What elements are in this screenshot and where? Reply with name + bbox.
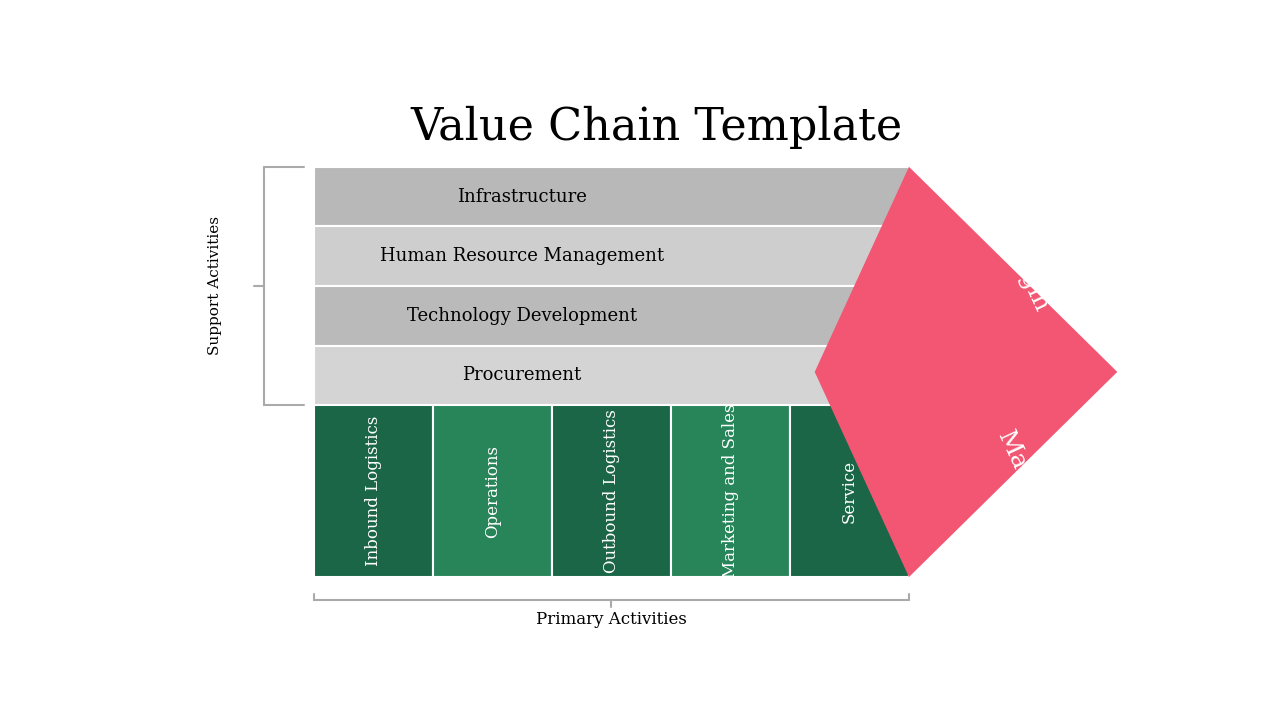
Bar bbox=[314, 405, 433, 577]
Text: Primary Activities: Primary Activities bbox=[536, 611, 687, 629]
Text: Margin: Margin bbox=[993, 222, 1053, 316]
Text: Inbound Logistics: Inbound Logistics bbox=[365, 416, 381, 567]
Text: Margin: Margin bbox=[993, 428, 1053, 521]
Bar bbox=[790, 405, 909, 577]
Bar bbox=[671, 405, 790, 577]
Bar bbox=[314, 286, 909, 346]
Text: Service: Service bbox=[841, 459, 858, 523]
Text: Operations: Operations bbox=[484, 445, 500, 538]
Text: Infrastructure: Infrastructure bbox=[457, 188, 586, 206]
Bar bbox=[433, 405, 552, 577]
Text: Procurement: Procurement bbox=[462, 366, 581, 384]
Polygon shape bbox=[815, 167, 1117, 577]
Text: Value Chain Template: Value Chain Template bbox=[410, 106, 902, 149]
Text: Technology Development: Technology Development bbox=[407, 307, 637, 325]
Text: Outbound Logistics: Outbound Logistics bbox=[603, 409, 620, 573]
Text: Marketing and Sales: Marketing and Sales bbox=[722, 404, 739, 578]
Bar bbox=[552, 405, 671, 577]
Text: Human Resource Management: Human Resource Management bbox=[380, 247, 664, 265]
Bar bbox=[314, 346, 909, 405]
Text: Support Activities: Support Activities bbox=[207, 217, 221, 356]
Bar bbox=[314, 167, 909, 226]
Bar bbox=[314, 226, 909, 286]
